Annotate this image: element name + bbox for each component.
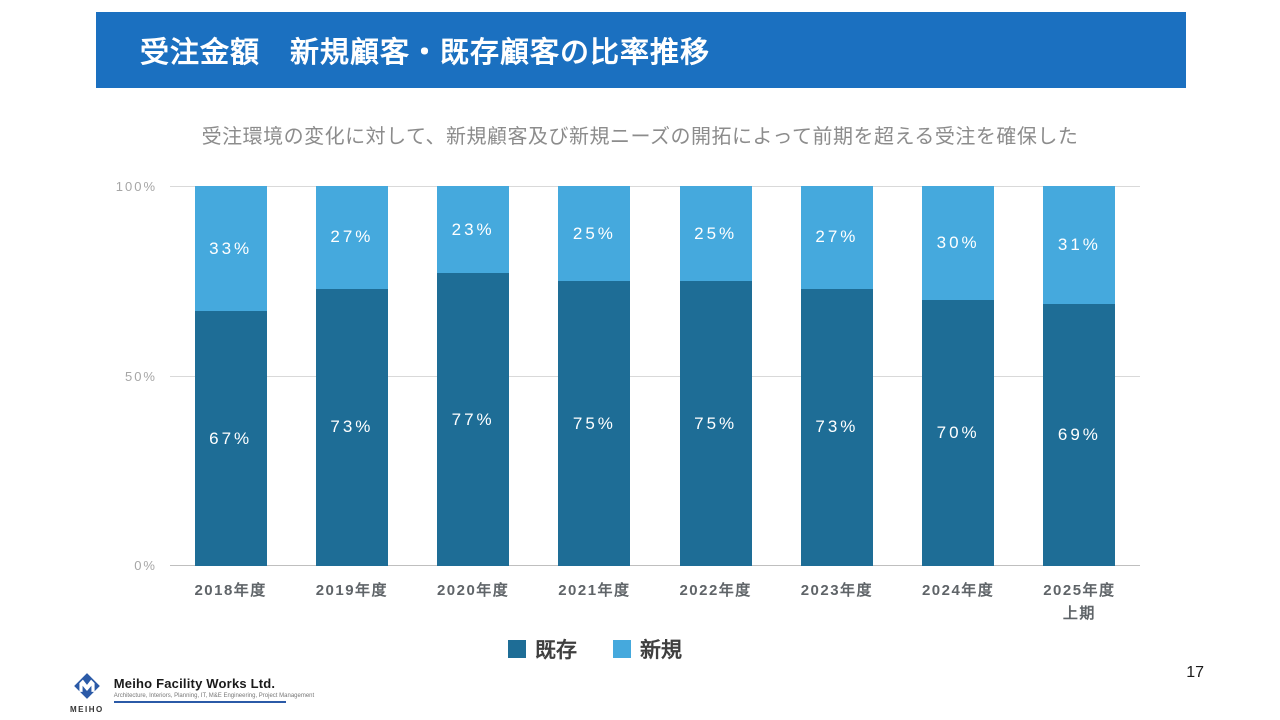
company-rule-divider [113, 701, 286, 703]
bar-column: 27% 73% 2019年度 [291, 186, 412, 599]
page-number: 17 [1186, 664, 1204, 681]
y-tick-label: 0% [134, 558, 157, 573]
bar-segment-既存: 67% [194, 311, 267, 566]
chart-plot: 33% 67% 2018年度 27% 73% 2019年度 23% 77% 2020年度 25% 7… [170, 186, 1140, 622]
category-label: 2024年度 [921, 582, 995, 599]
y-tick-label: 50% [124, 368, 157, 384]
bar-segment-既存: 73% [800, 288, 873, 566]
data-label: 67% [209, 428, 253, 448]
legend: 既存 新規 [0, 634, 1235, 664]
bar-column: 27% 73% 2023年度 [776, 186, 897, 599]
meiho-logo-icon [73, 673, 101, 704]
stacked-bar: 30% 70% [922, 186, 995, 566]
data-label: 33% [209, 238, 253, 258]
legend-swatch [613, 640, 631, 658]
slide-subtitle: 受注環境の変化に対して、新規顧客及び新規ニーズの開拓によって前期を超える受注を確… [201, 126, 1079, 148]
data-label: 25% [572, 223, 616, 243]
bar-segment-新規: 31% [1043, 186, 1116, 304]
footer: MEIHO Meiho Facility Works Ltd. Architec… [70, 673, 314, 714]
bars: 33% 67% 2018年度 27% 73% 2019年度 23% 77% 2020年度 25% 7… [170, 186, 1140, 622]
bar-column: 33% 67% 2018年度 [170, 186, 291, 599]
logo-mark-wrap: MEIHO [70, 673, 104, 714]
data-label: 75% [694, 413, 738, 433]
legend-label: 既存 [535, 639, 577, 662]
bar-column: 25% 75% 2022年度 [655, 186, 776, 599]
category-label: 2025年度 上期 [1043, 582, 1116, 622]
data-label: 75% [572, 413, 616, 433]
data-label: 69% [1057, 424, 1101, 444]
category-label: 2020年度 [436, 582, 510, 599]
logo-meiho-text: MEIHO [70, 705, 104, 714]
stacked-bar: 23% 77% [437, 186, 510, 566]
data-label: 23% [451, 219, 495, 239]
bar-segment-新規: 23% [437, 186, 510, 274]
company-name: Meiho Facility Works Ltd. [113, 676, 276, 691]
bar-segment-新規: 27% [800, 186, 873, 289]
company-block: Meiho Facility Works Ltd. Architecture, … [113, 673, 315, 703]
stacked-bar: 31% 69% [1043, 186, 1116, 566]
stacked-bar: 25% 75% [679, 186, 752, 566]
slide-title: 受注金額 新規顧客・既存顧客の比率推移 [140, 37, 711, 69]
bar-segment-新規: 33% [194, 186, 267, 312]
data-label: 70% [936, 423, 980, 442]
gridline-50 [170, 376, 1140, 377]
bar-segment-新規: 25% [558, 186, 631, 281]
bar-column: 23% 77% 2020年度 [413, 186, 534, 599]
bar-segment-既存: 75% [558, 281, 631, 566]
data-label: 77% [451, 409, 495, 429]
stacked-bar: 33% 67% [194, 186, 267, 566]
legend-label: 新規 [640, 639, 682, 662]
stacked-bar: 27% 73% [315, 186, 388, 566]
category-label: 2022年度 [679, 582, 752, 599]
data-label: 25% [694, 223, 738, 243]
slide-title-bar: 受注金額 新規顧客・既存顧客の比率推移 [96, 12, 1186, 88]
bar-column: 30% 70% 2024年度 [898, 186, 1019, 599]
bar-segment-既存: 73% [315, 288, 388, 566]
bar-column: 25% 75% 2021年度 [534, 186, 655, 599]
bar-segment-新規: 25% [679, 186, 752, 281]
category-label: 2019年度 [315, 582, 389, 599]
category-label: 2021年度 [558, 582, 631, 599]
legend-item-新規: 新規 [613, 634, 682, 664]
y-axis: 100% 50% 0% [95, 179, 157, 573]
stacked-bar: 27% 73% [800, 186, 873, 566]
data-label: 30% [936, 233, 980, 252]
data-label: 73% [330, 417, 374, 437]
gridline-100 [170, 186, 1140, 187]
data-label: 73% [815, 417, 859, 437]
category-label: 2018年度 [194, 582, 267, 599]
bar-segment-既存: 70% [922, 300, 995, 566]
bar-segment-新規: 30% [922, 186, 995, 300]
bar-segment-既存: 69% [1043, 303, 1116, 566]
bar-segment-既存: 77% [437, 273, 510, 566]
bar-segment-既存: 75% [679, 281, 752, 566]
category-label: 2023年度 [800, 582, 874, 599]
data-label: 27% [330, 227, 374, 247]
company-tagline: Architecture, Interiors, Planning, IT, M… [113, 693, 315, 699]
bar-segment-新規: 27% [315, 186, 388, 289]
data-label: 27% [815, 227, 859, 247]
gridline-baseline [170, 565, 1140, 566]
legend-swatch [508, 640, 526, 658]
bar-column: 31% 69% 2025年度 上期 [1019, 186, 1140, 622]
legend-item-既存: 既存 [508, 634, 577, 664]
stacked-bar: 25% 75% [558, 186, 631, 566]
data-label: 31% [1057, 234, 1101, 254]
y-tick-label: 100% [115, 179, 157, 194]
